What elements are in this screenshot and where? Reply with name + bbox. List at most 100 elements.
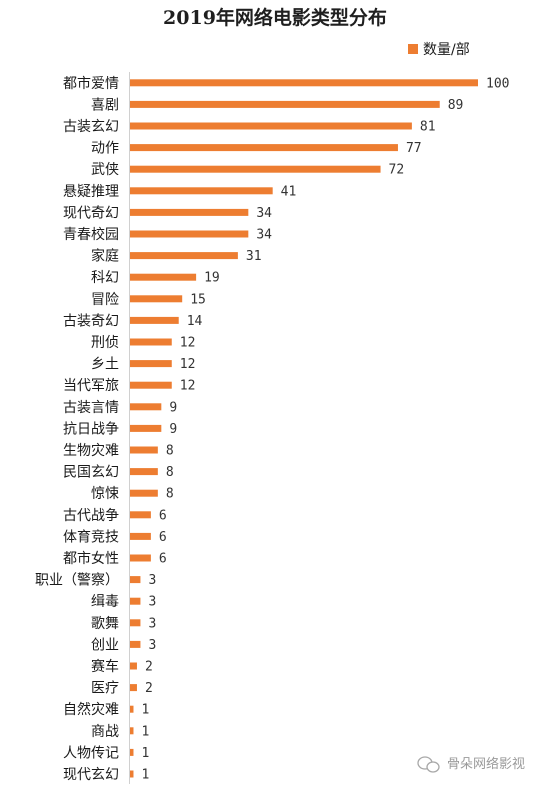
value-label: 8 bbox=[166, 487, 174, 502]
value-label: 14 bbox=[187, 314, 203, 329]
bar bbox=[130, 230, 249, 238]
bar bbox=[130, 511, 151, 519]
category-label: 医疗 bbox=[91, 681, 119, 697]
category-label: 赛车 bbox=[91, 658, 119, 675]
value-label: 3 bbox=[148, 595, 156, 610]
category-label: 科幻 bbox=[91, 270, 119, 286]
value-label: 8 bbox=[166, 465, 174, 480]
category-label: 武侠 bbox=[91, 162, 119, 178]
bar bbox=[130, 576, 141, 584]
category-label: 生物灾难 bbox=[63, 442, 119, 459]
value-label: 89 bbox=[448, 98, 464, 113]
value-label: 1 bbox=[141, 746, 149, 761]
category-label: 悬疑推理 bbox=[63, 184, 119, 200]
chart-title: 2019年网络电影类型分布 bbox=[163, 6, 387, 29]
category-label: 创业 bbox=[91, 637, 119, 653]
value-label: 19 bbox=[204, 271, 220, 286]
category-label: 商战 bbox=[91, 724, 119, 740]
category-label: 缉毒 bbox=[91, 594, 119, 610]
category-label: 动作 bbox=[91, 141, 119, 157]
category-label: 体育竞技 bbox=[63, 528, 119, 545]
bar bbox=[130, 489, 158, 497]
bar bbox=[130, 79, 478, 87]
category-label: 抗日战争 bbox=[63, 421, 119, 437]
category-label: 民国玄幻 bbox=[63, 464, 119, 481]
value-label: 3 bbox=[148, 573, 156, 588]
bar bbox=[130, 338, 172, 346]
bar bbox=[130, 446, 158, 454]
value-label: 9 bbox=[169, 400, 177, 415]
value-label: 6 bbox=[159, 530, 167, 545]
value-label: 41 bbox=[281, 184, 297, 199]
bar bbox=[130, 619, 141, 627]
category-label: 古装玄幻 bbox=[63, 118, 119, 135]
bar bbox=[130, 187, 273, 195]
bar bbox=[130, 424, 162, 432]
category-label: 刑侦 bbox=[91, 335, 119, 351]
legend-label: 数量/部 bbox=[423, 42, 470, 58]
value-label: 3 bbox=[148, 616, 156, 631]
bar bbox=[130, 100, 440, 108]
category-label: 喜剧 bbox=[91, 97, 119, 113]
bar bbox=[130, 273, 197, 281]
value-label: 2 bbox=[145, 660, 153, 675]
bar bbox=[130, 144, 398, 152]
bar bbox=[130, 468, 158, 476]
bar bbox=[130, 640, 141, 648]
value-label: 12 bbox=[180, 379, 196, 394]
category-label: 家庭 bbox=[91, 248, 119, 265]
bar bbox=[130, 252, 238, 260]
category-label: 冒险 bbox=[91, 292, 119, 308]
value-label: 2 bbox=[145, 681, 153, 696]
bar bbox=[130, 122, 412, 130]
watermark-text: 骨朵网络影视 bbox=[447, 756, 525, 772]
category-label: 青春校园 bbox=[63, 226, 119, 243]
category-label: 都市爱情 bbox=[63, 75, 119, 92]
category-label: 当代军旅 bbox=[63, 378, 119, 394]
value-label: 1 bbox=[141, 703, 149, 718]
category-label: 现代玄幻 bbox=[63, 766, 119, 783]
value-label: 100 bbox=[486, 76, 509, 91]
value-label: 9 bbox=[169, 422, 177, 437]
bar bbox=[130, 684, 137, 692]
bar bbox=[130, 208, 249, 216]
value-label: 31 bbox=[246, 249, 262, 264]
value-label: 34 bbox=[256, 228, 272, 243]
bar bbox=[130, 770, 134, 778]
category-label: 乡土 bbox=[91, 357, 119, 373]
bar bbox=[130, 165, 381, 173]
category-label: 古装奇幻 bbox=[63, 312, 119, 329]
bar bbox=[130, 532, 151, 540]
value-label: 81 bbox=[420, 120, 436, 135]
bar bbox=[130, 403, 162, 411]
value-label: 12 bbox=[180, 336, 196, 351]
category-label: 古装言情 bbox=[63, 400, 119, 416]
legend-swatch bbox=[408, 44, 418, 54]
category-label: 现代奇幻 bbox=[63, 204, 119, 221]
value-label: 12 bbox=[180, 357, 196, 372]
value-label: 72 bbox=[389, 163, 405, 178]
bar bbox=[130, 316, 179, 324]
value-label: 6 bbox=[159, 552, 167, 567]
bar bbox=[130, 662, 137, 670]
bar bbox=[130, 705, 134, 713]
bar bbox=[130, 295, 183, 303]
category-label: 古代战争 bbox=[63, 508, 119, 524]
bar bbox=[130, 360, 172, 368]
bar bbox=[130, 597, 141, 605]
value-label: 34 bbox=[256, 206, 272, 221]
category-label: 惊悚 bbox=[91, 486, 119, 502]
bar bbox=[130, 748, 134, 756]
value-label: 15 bbox=[190, 292, 206, 307]
value-label: 1 bbox=[141, 768, 149, 783]
value-label: 3 bbox=[148, 638, 156, 653]
bar bbox=[130, 554, 151, 562]
category-label: 歌舞 bbox=[91, 616, 119, 632]
category-label: 职业（警察） bbox=[35, 572, 119, 589]
value-label: 6 bbox=[159, 508, 167, 523]
category-label: 人物传记 bbox=[63, 745, 119, 761]
wechat-icon bbox=[417, 756, 440, 773]
